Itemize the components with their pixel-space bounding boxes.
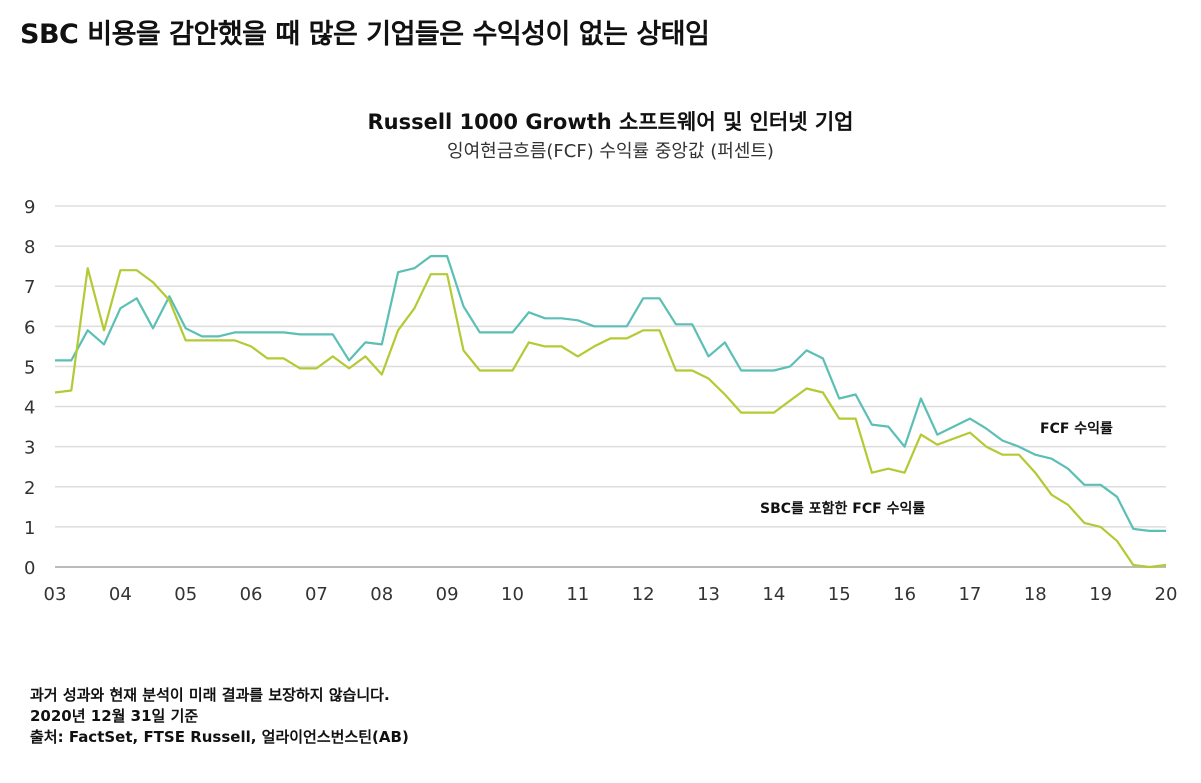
- y-tick-label: 4: [24, 398, 35, 419]
- series-label-fcf-sbc: SBC를 포함한 FCF 수익률: [760, 501, 926, 517]
- x-tick-label: 12: [632, 584, 655, 605]
- x-tick-label: 15: [828, 584, 851, 605]
- x-tick-label: 04: [109, 584, 132, 605]
- chart-title: Russell 1000 Growth 소프트웨어 및 인터넷 기업: [367, 110, 854, 134]
- x-tick-label: 19: [1089, 584, 1112, 605]
- y-tick-label: 0: [24, 558, 35, 579]
- x-tick-label: 17: [958, 584, 981, 605]
- series-line-0: [55, 255, 1166, 533]
- x-tick-label: 20: [1155, 584, 1178, 605]
- footnotes: 과거 성과와 현재 분석이 미래 결과를 보장하지 않습니다. 2020년 12…: [30, 685, 409, 748]
- y-tick-label: 5: [24, 357, 35, 378]
- page-heading: SBC 비용을 감안했을 때 많은 기업들은 수익성이 없는 상태임: [20, 19, 710, 50]
- x-tick-label: 14: [762, 584, 785, 605]
- x-tick-label: 13: [697, 584, 720, 605]
- x-tick-label: 03: [44, 584, 67, 605]
- y-tick-label: 9: [24, 197, 35, 218]
- y-tick-label: 6: [24, 317, 35, 338]
- x-tick-label: 10: [501, 584, 524, 605]
- source-note: 출처: FactSet, FTSE Russell, 얼라이언스번스틴(AB): [30, 728, 409, 746]
- y-tick-label: 2: [24, 478, 35, 499]
- x-tick-label: 09: [436, 584, 459, 605]
- y-tick-label: 3: [24, 438, 35, 459]
- y-tick-label: 8: [24, 237, 35, 258]
- series-label-fcf: FCF 수익률: [1040, 421, 1113, 437]
- x-tick-label: 05: [174, 584, 197, 605]
- y-tick-label: 7: [24, 277, 35, 298]
- date-note: 2020년 12월 31일 기준: [30, 707, 199, 725]
- x-tick-label: 08: [370, 584, 393, 605]
- y-tick-label: 1: [24, 518, 35, 539]
- chart-subtitle: 잉여현금흐름(FCF) 수익률 중앙값 (퍼센트): [447, 141, 774, 162]
- x-tick-label: 07: [305, 584, 328, 605]
- disclaimer-note: 과거 성과와 현재 분석이 미래 결과를 보장하지 않습니다.: [30, 686, 390, 704]
- x-tick-label: 18: [1024, 584, 1047, 605]
- series-line-1: [54, 267, 1167, 569]
- x-tick-label: 16: [893, 584, 916, 605]
- x-tick-label: 06: [240, 584, 263, 605]
- x-tick-label: 11: [566, 584, 589, 605]
